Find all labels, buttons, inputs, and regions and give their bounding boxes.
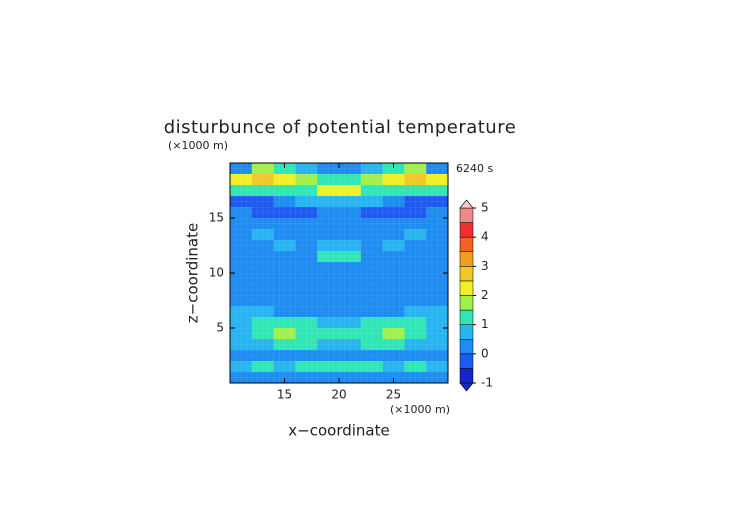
chart-title: disturbunce of potential temperature [164, 117, 517, 138]
colorbar-band [459, 207, 474, 223]
colorbar-under [459, 382, 474, 392]
colorbar-band [459, 353, 474, 369]
x-tick-label: 25 [386, 388, 401, 402]
x-axis-label: x−coordinate [288, 422, 389, 440]
y-unit: (×1000 m) [168, 139, 228, 152]
colorbar-tick-label: 4 [481, 230, 489, 244]
colorbar-band [459, 222, 474, 238]
colorbar-tick-label: 1 [481, 317, 489, 331]
time-label: 6240 s [456, 162, 493, 175]
colorbar-band [459, 280, 474, 296]
y-tick-label: 5 [216, 321, 224, 335]
colorbar-band [459, 236, 474, 253]
colorbar-tick-label: 2 [481, 288, 489, 302]
colorbar-band [459, 251, 474, 267]
colorbar-band [459, 324, 474, 340]
colorbar-tick-label: 0 [481, 346, 489, 360]
colorbar-tick-label: 3 [481, 259, 489, 273]
y-axis-label: z−coordinate [184, 223, 202, 323]
colorbar-band [459, 309, 474, 325]
y-tick-label: 10 [209, 266, 224, 280]
colorbar-band [459, 368, 474, 384]
colorbar-tick-label: 5 [481, 201, 489, 215]
colorbar-band [459, 339, 474, 355]
colorbar-tick-label: -1 [481, 376, 493, 390]
colorbar-over [459, 199, 474, 209]
x-tick-label: 20 [331, 388, 346, 402]
x-tick-label: 15 [277, 388, 292, 402]
y-tick-label: 15 [209, 211, 224, 225]
colorbar-band [459, 266, 474, 282]
x-unit: (×1000 m) [390, 403, 450, 416]
colorbar-band [459, 295, 474, 311]
mesh-overlay [230, 163, 448, 383]
